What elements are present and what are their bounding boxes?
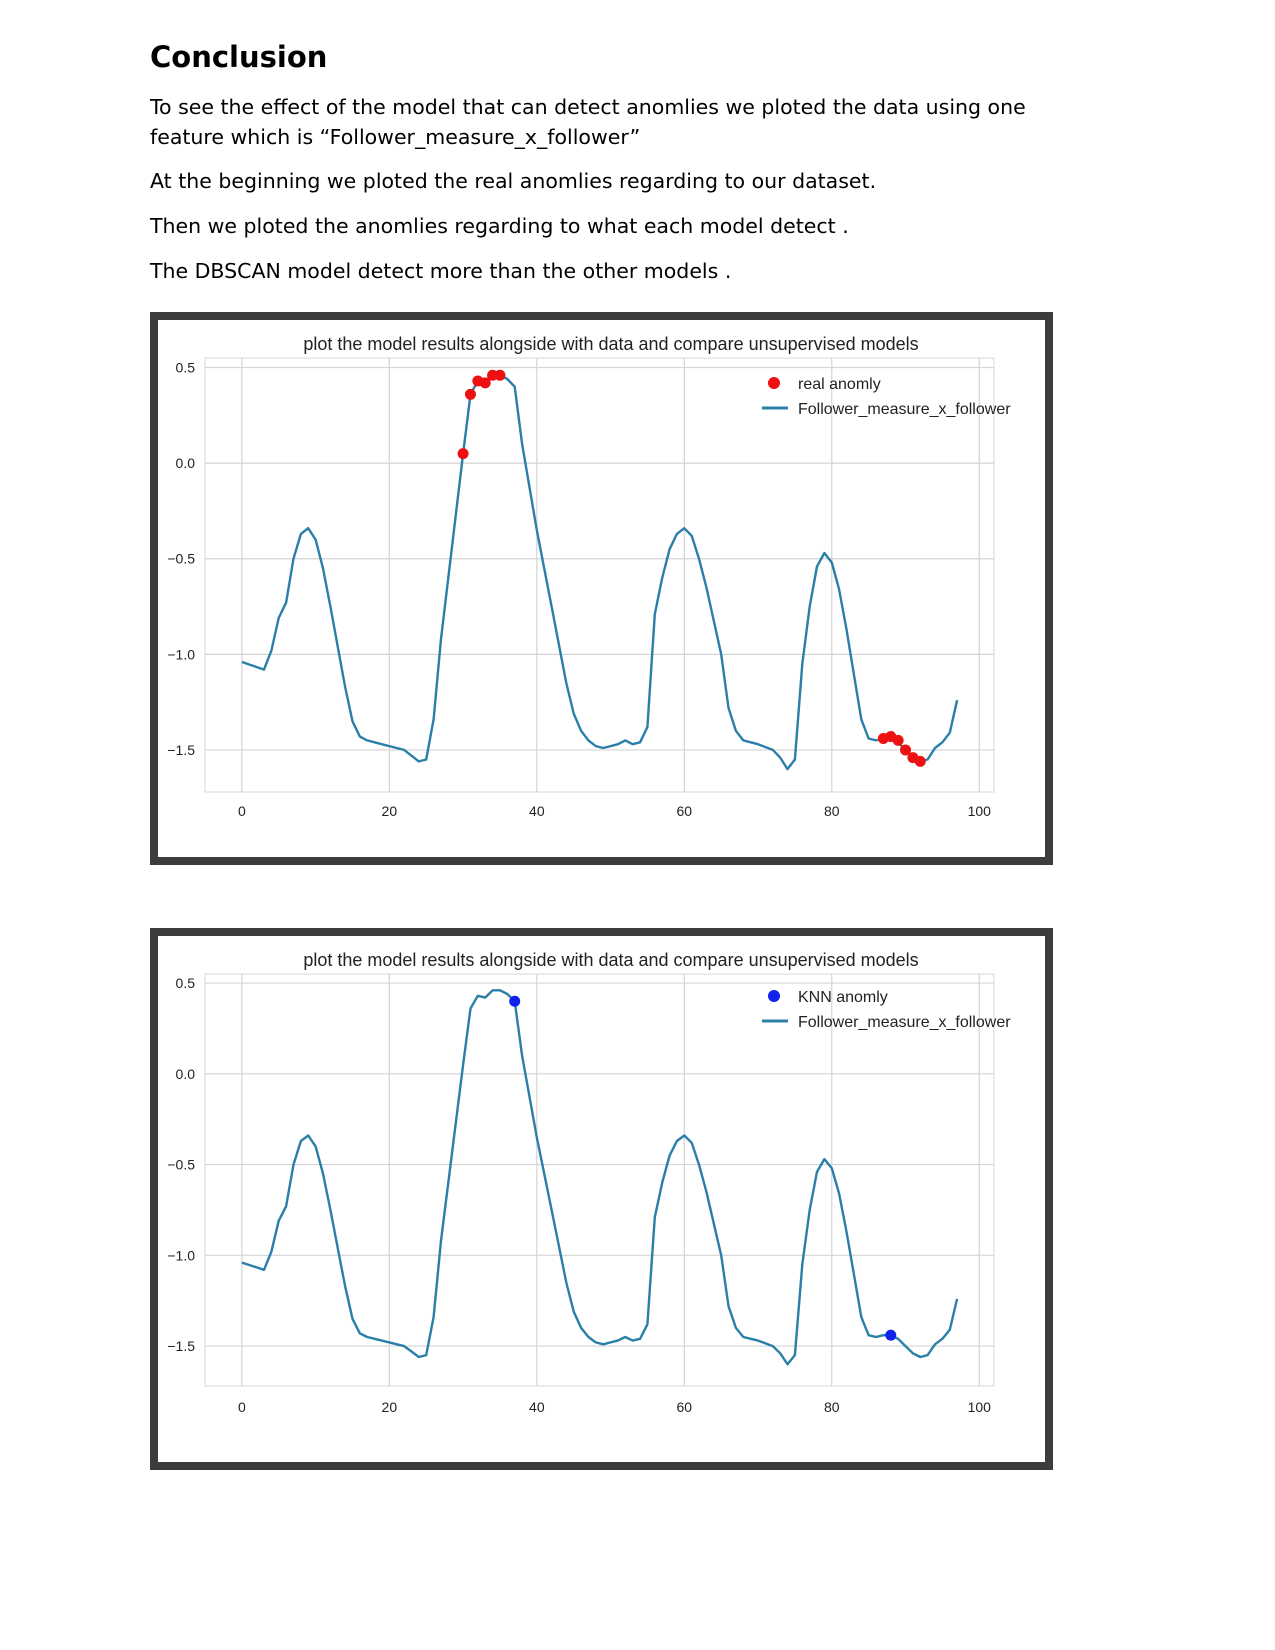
chart-title: plot the model results alongside with da… <box>303 334 918 354</box>
y-tick-label: −0.5 <box>167 1157 195 1173</box>
paragraph-intro: To see the effect of the model that can … <box>150 95 1026 149</box>
chart-ticks: 0 20 40 60 80 100 0.5 0.0 −0.5 −1.0 −1.5 <box>167 360 991 819</box>
y-tick-label: −1.5 <box>167 742 195 758</box>
series-line <box>241 989 959 1366</box>
legend-line-label: Follower_measure_x_follower <box>798 401 1011 418</box>
series-line <box>241 374 959 771</box>
x-tick-label: 80 <box>824 1399 840 1415</box>
y-tick-label: −1.0 <box>167 646 195 662</box>
chart-grid <box>204 357 995 793</box>
anomaly-point <box>509 995 521 1007</box>
x-tick-label: 0 <box>238 1399 246 1415</box>
y-tick-label: 0.0 <box>176 455 196 471</box>
anomaly-point <box>464 388 476 400</box>
x-tick-label: 20 <box>382 803 398 819</box>
paragraph-real-anomalies: At the beginning we ploted the real anom… <box>150 169 877 193</box>
anomaly-point <box>914 755 926 767</box>
legend-marker-swatch <box>768 377 780 389</box>
plot-frame <box>204 973 995 1387</box>
chart-legend: KNN anomly Follower_measure_x_follower <box>762 989 1011 1031</box>
x-tick-label: 40 <box>529 803 545 819</box>
paragraph-model-anomalies: Then we ploted the anomlies regarding to… <box>150 214 849 238</box>
anomaly-point <box>479 377 491 389</box>
x-tick-label: 80 <box>824 803 840 819</box>
anomaly-point <box>892 734 904 746</box>
x-tick-label: 0 <box>238 803 246 819</box>
anomaly-point <box>457 448 469 460</box>
x-tick-label: 60 <box>677 1399 693 1415</box>
chart-title: plot the model results alongside with da… <box>303 950 918 970</box>
plot-frame <box>204 357 995 793</box>
chart-series <box>241 369 959 771</box>
figure-knn-anomaly: plot the model results alongside with da… <box>150 928 1053 1470</box>
x-tick-label: 100 <box>968 1399 992 1415</box>
y-tick-label: −1.0 <box>167 1247 195 1263</box>
paragraph-dbscan: The DBSCAN model detect more than the ot… <box>150 259 732 283</box>
legend-marker-swatch <box>768 990 780 1002</box>
anomaly-point <box>885 1329 897 1341</box>
y-tick-label: −0.5 <box>167 551 195 567</box>
x-tick-label: 60 <box>677 803 693 819</box>
chart-grid <box>204 973 995 1387</box>
y-tick-label: 0.5 <box>176 360 196 376</box>
figure-real-anomaly: plot the model results alongside with da… <box>150 312 1053 865</box>
legend-marker-label: real anomly <box>798 376 881 393</box>
x-tick-label: 20 <box>382 1399 398 1415</box>
chart-real-anomaly: plot the model results alongside with da… <box>158 320 1045 857</box>
chart-ticks: 0 20 40 60 80 100 0.5 0.0 −0.5 −1.0 −1.5 <box>167 975 991 1415</box>
legend-line-label: Follower_measure_x_follower <box>798 1014 1011 1031</box>
chart-legend: real anomly Follower_measure_x_follower <box>762 376 1011 418</box>
y-tick-label: −1.5 <box>167 1338 195 1354</box>
anomaly-point <box>900 744 912 756</box>
y-tick-label: 0.5 <box>176 975 196 991</box>
anomaly-point <box>494 369 506 381</box>
y-tick-label: 0.0 <box>176 1066 196 1082</box>
legend-marker-label: KNN anomly <box>798 989 888 1006</box>
chart-series <box>241 989 959 1366</box>
chart-knn-anomaly: plot the model results alongside with da… <box>158 936 1045 1462</box>
heading-conclusion: Conclusion <box>150 40 328 74</box>
x-tick-label: 40 <box>529 1399 545 1415</box>
x-tick-label: 100 <box>968 803 992 819</box>
